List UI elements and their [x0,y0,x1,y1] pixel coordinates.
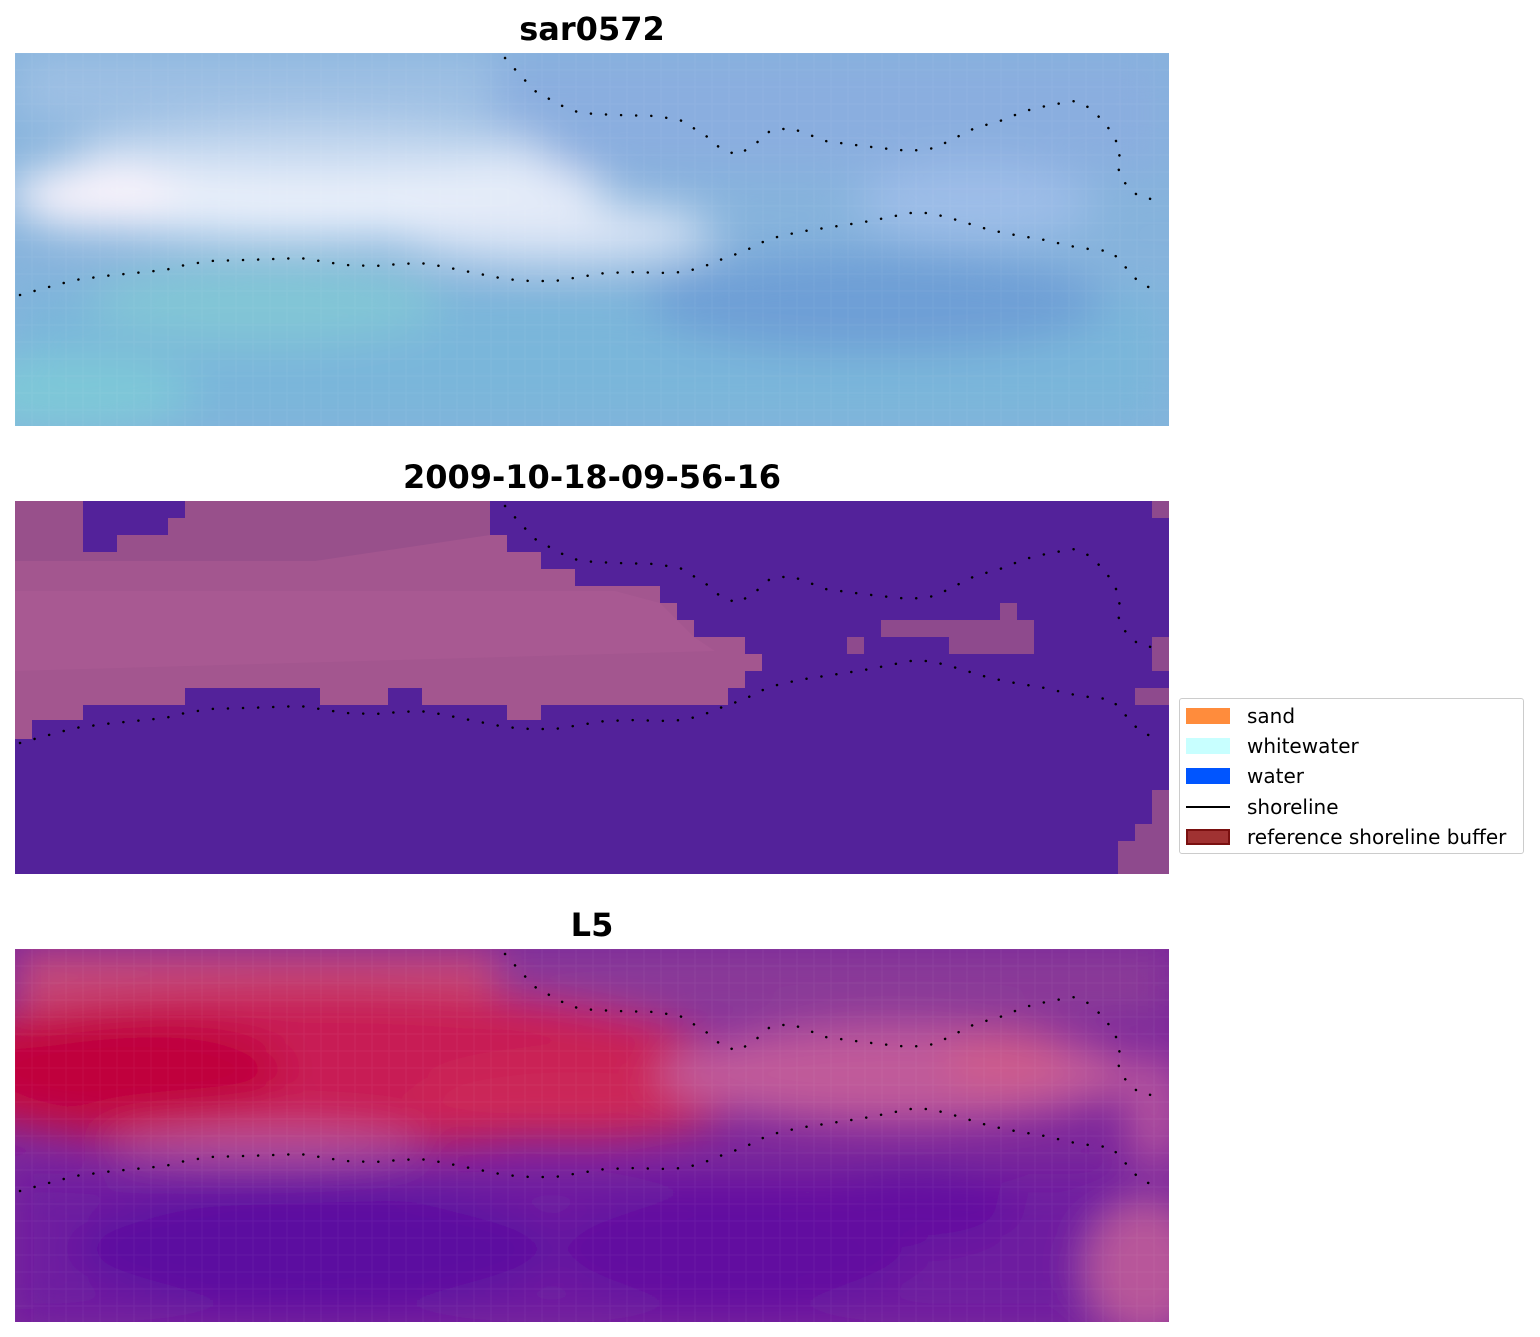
legend-color-swatch [1186,708,1230,724]
legend-item-shoreline: shoreline [1186,795,1339,819]
legend: sand whitewater water shoreline reference sh… [1179,698,1524,854]
index-image-panel [15,949,1169,1322]
legend-line-swatch [1186,805,1230,808]
legend-color-swatch [1186,828,1230,845]
legend-label: whitewater [1247,734,1359,759]
legend-color-swatch [1186,738,1230,755]
shoreline-top [503,504,1163,652]
classified-image-panel [15,501,1169,874]
shoreline-top [503,952,1163,1100]
legend-label: sand [1247,704,1296,728]
legend-label: water [1247,764,1304,789]
rgb-image-panel [15,53,1169,426]
shoreline-top [503,56,1163,204]
panel-title-rgb: sar0572 [519,10,665,48]
legend-item-whitewater: whitewater [1186,734,1359,758]
legend-color-swatch [1186,768,1230,785]
classified-image [15,501,1169,874]
legend-item-reference-shoreline-buffer: reference shoreline buffer [1186,825,1506,849]
rgb-image [15,53,1169,426]
index-image [15,949,1169,1322]
legend-item-sand: sand [1186,704,1295,728]
legend-label: reference shoreline buffer [1247,824,1507,849]
panel-title-index: L5 [570,906,614,944]
panel-title-classified: 2009-10-18-09-56-16 [402,458,782,496]
legend-label: shoreline [1247,794,1339,819]
legend-item-water: water [1186,764,1304,788]
